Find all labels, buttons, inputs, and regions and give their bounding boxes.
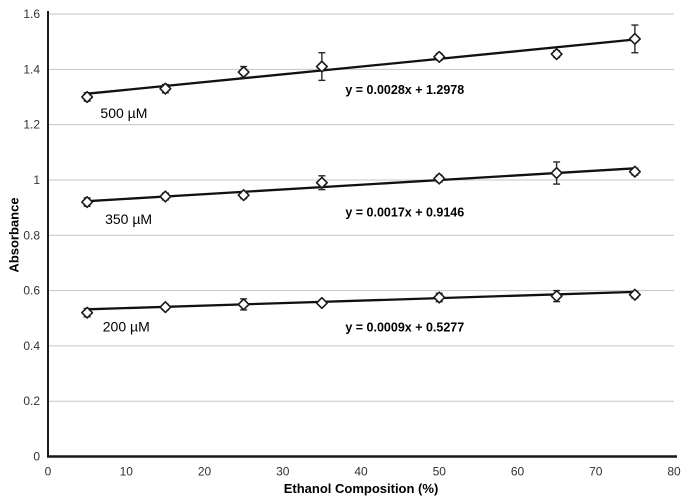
data-point-marker (237, 298, 250, 311)
data-point-marker (81, 90, 94, 104)
data-point-marker (81, 306, 94, 319)
data-point-marker (433, 50, 446, 63)
trendline (87, 167, 635, 203)
data-point-marker (237, 189, 250, 202)
series-label: 500 µM (100, 105, 147, 121)
y-tick-label: 0.6 (23, 284, 40, 298)
data-point-marker (315, 296, 328, 310)
x-tick-label: 50 (433, 465, 447, 479)
data-point-marker (159, 301, 172, 314)
data-point-marker (159, 82, 172, 95)
trendline (87, 38, 635, 95)
y-tick-label: 0.4 (23, 339, 40, 353)
data-point-marker (237, 65, 250, 79)
data-point-marker (159, 190, 172, 203)
data-point-marker (628, 165, 641, 178)
x-tick-label: 30 (276, 465, 290, 479)
data-point-marker (433, 291, 446, 304)
data-point-marker (315, 60, 328, 73)
data-point-marker (81, 195, 94, 209)
y-axis-title: Absorbance (6, 197, 22, 273)
equation-label: y = 0.0028x + 1.2978 (345, 83, 464, 97)
equation-label: y = 0.0017x + 0.9146 (345, 205, 464, 219)
y-tick-label: 0.2 (23, 394, 40, 408)
x-tick-label: 80 (667, 465, 681, 479)
y-tick-label: 0.8 (23, 228, 40, 242)
x-axis-title: Ethanol Composition (%) (283, 481, 439, 496)
x-tick-label: 0 (45, 465, 52, 479)
x-tick-label: 10 (120, 465, 134, 479)
data-point-marker (550, 166, 563, 180)
y-tick-label: 1.2 (23, 118, 40, 132)
x-tick-label: 60 (511, 465, 525, 479)
y-tick-label: 1.4 (23, 62, 40, 76)
data-point-marker (550, 48, 563, 61)
y-tick-label: 1 (33, 173, 40, 187)
data-point-marker (433, 172, 446, 185)
x-tick-label: 20 (198, 465, 212, 479)
y-tick-label: 0 (33, 450, 40, 464)
series-label: 350 µM (105, 211, 152, 227)
data-point-marker (550, 289, 563, 303)
x-tick-label: 70 (589, 465, 603, 479)
y-tick-label: 1.6 (23, 7, 40, 21)
data-point-marker (628, 32, 641, 45)
trendline (87, 290, 635, 311)
data-point-marker (628, 288, 641, 301)
series-label: 200 µM (103, 319, 150, 335)
equation-label: y = 0.0009x + 0.5277 (345, 320, 464, 334)
data-point-marker (315, 176, 328, 189)
x-tick-label: 40 (354, 465, 368, 479)
